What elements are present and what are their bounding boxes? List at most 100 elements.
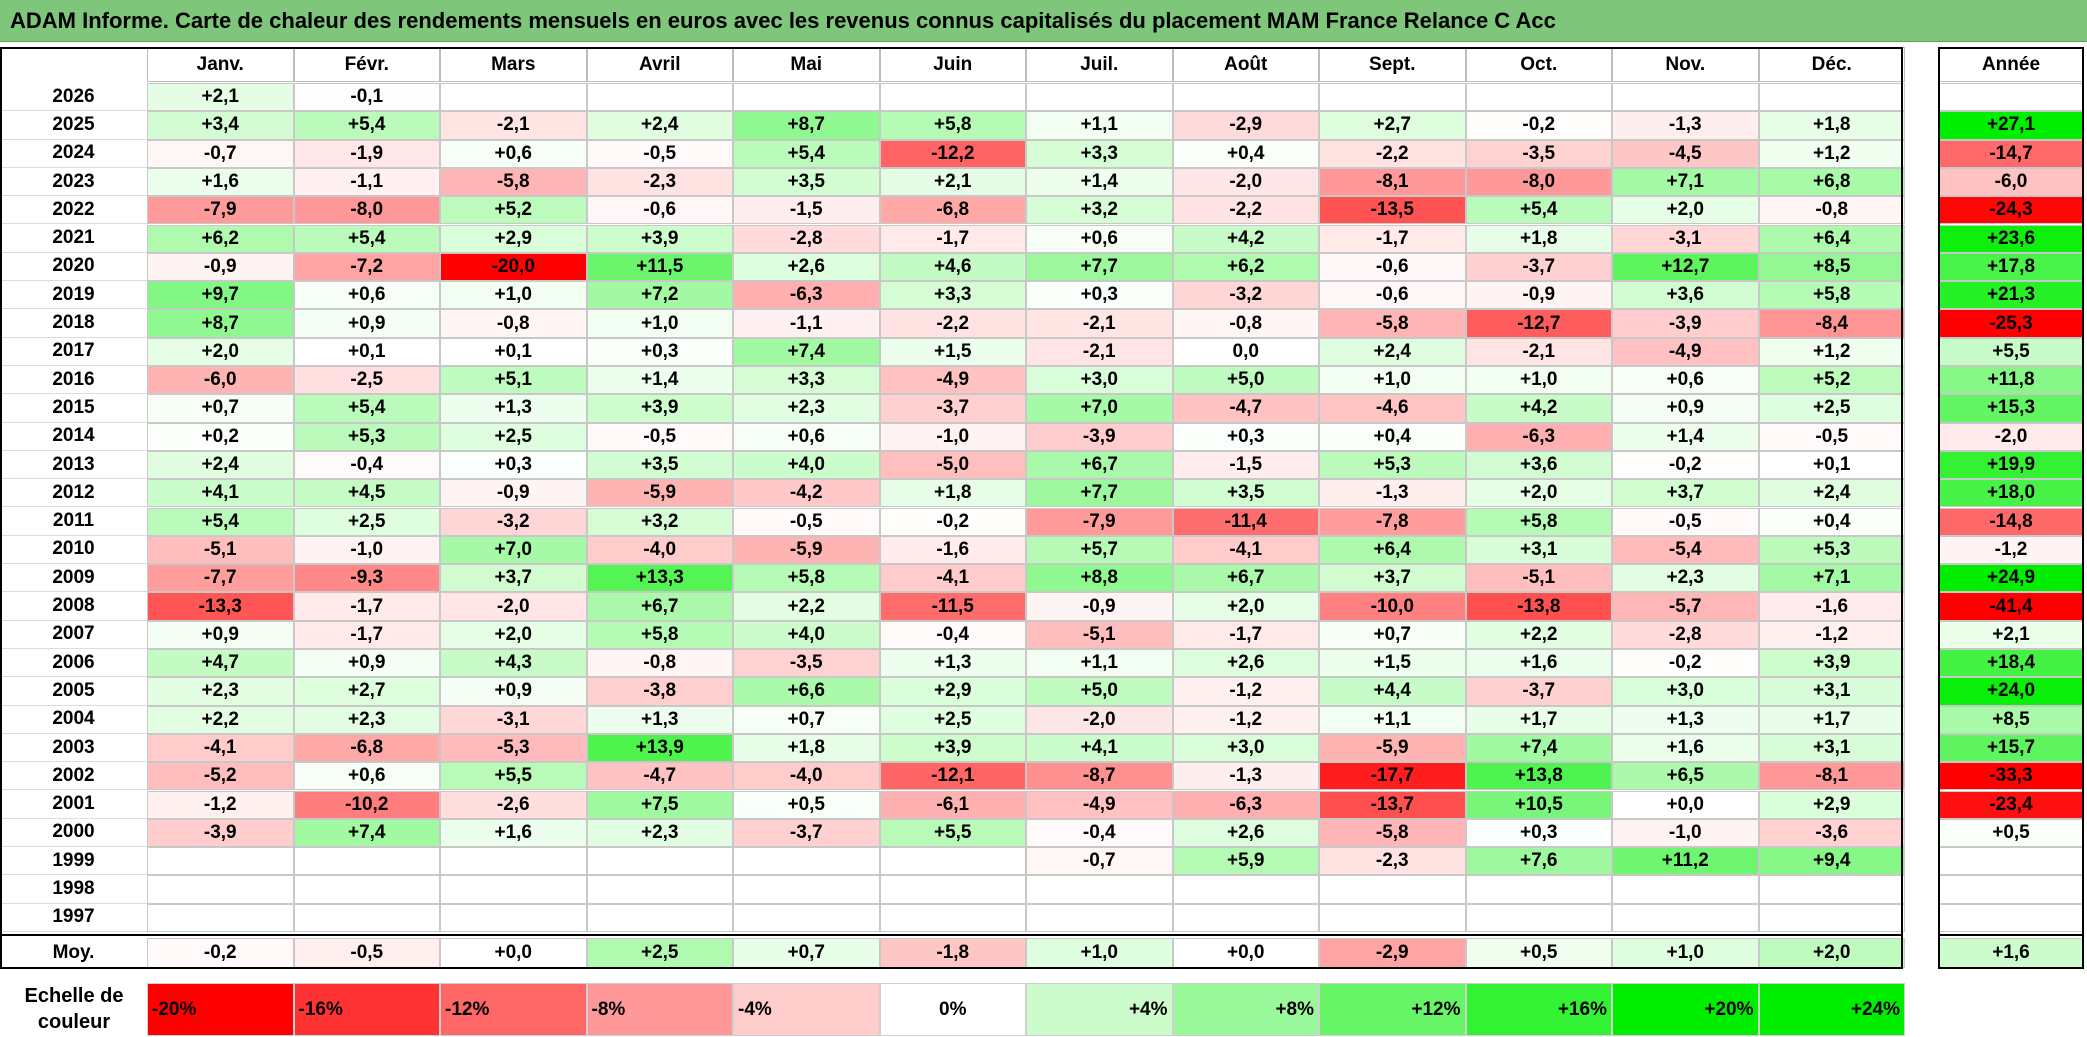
heatmap-cell: -0,9 xyxy=(1465,281,1612,310)
year-label: 2006 xyxy=(0,649,147,678)
annual-header: Année xyxy=(1938,47,2084,82)
heatmap-cell: -2,0 xyxy=(1172,167,1319,197)
heatmap-cell: +2,6 xyxy=(1172,818,1319,848)
heatmap-cell: -3,5 xyxy=(1465,139,1612,168)
heatmap-cell: -1,0 xyxy=(879,422,1026,451)
heatmap-cell: +5,5 xyxy=(879,818,1026,848)
heatmap-cell: -1,7 xyxy=(293,592,440,621)
heatmap-cell: +1,7 xyxy=(1758,705,1905,734)
heatmap-cell: -8,0 xyxy=(293,196,440,225)
heatmap-cell: +6,7 xyxy=(586,592,733,621)
heatmap-cell: +2,0 xyxy=(1172,592,1319,621)
heatmap-cell: -2,3 xyxy=(1319,847,1466,876)
heatmap-cell: +4,3 xyxy=(440,649,587,678)
heatmap-cell: -1,6 xyxy=(879,535,1026,565)
heatmap-cell: +1,5 xyxy=(1319,649,1466,678)
heatmap-cell: +5,8 xyxy=(1758,281,1905,310)
heatmap-cell xyxy=(1172,875,1319,904)
heatmap-cell: +2,5 xyxy=(293,507,440,536)
heatmap-cell: +3,0 xyxy=(1026,366,1173,395)
month-header: Sept. xyxy=(1319,47,1466,82)
heatmap-cell: -1,0 xyxy=(293,535,440,565)
month-header: Févr. xyxy=(293,47,440,82)
heatmap-cell: +3,6 xyxy=(1612,281,1759,310)
heatmap-cell: +5,2 xyxy=(1758,366,1905,395)
year-label: 2007 xyxy=(0,620,147,649)
heatmap-cell: -13,5 xyxy=(1319,196,1466,225)
heatmap-cell: -4,9 xyxy=(1026,790,1173,819)
heatmap-cell xyxy=(1319,83,1466,112)
annual-cell: +18,4 xyxy=(1938,649,2084,678)
year-label: 2020 xyxy=(0,252,147,282)
heatmap-cell: -11,5 xyxy=(879,592,1026,621)
heatmap-cell: +7,0 xyxy=(440,535,587,565)
heatmap-cell: +1,8 xyxy=(1465,224,1612,253)
heatmap-cell: -3,1 xyxy=(1612,224,1759,253)
heatmap-cell: -1,7 xyxy=(879,224,1026,253)
annual-cell: +15,3 xyxy=(1938,394,2084,423)
heatmap-cell: +2,6 xyxy=(1172,649,1319,678)
heatmap-cell: -2,1 xyxy=(1465,337,1612,366)
heatmap-cell: -2,3 xyxy=(586,167,733,197)
heatmap-cell xyxy=(1026,903,1173,932)
heatmap-cell: -0,2 xyxy=(1612,649,1759,678)
month-header: Déc. xyxy=(1758,47,1905,82)
heatmap-cell: +7,6 xyxy=(1465,847,1612,876)
heatmap-cell: +0,9 xyxy=(147,620,294,649)
heatmap-cell: -13,7 xyxy=(1319,790,1466,819)
heatmap-cell xyxy=(1319,875,1466,904)
annual-cell: -23,4 xyxy=(1938,790,2084,819)
heatmap-cell: +3,3 xyxy=(1026,139,1173,168)
heatmap-cell: -0,7 xyxy=(147,139,294,168)
heatmap-cell: -3,8 xyxy=(586,677,733,706)
annual-cell: -14,8 xyxy=(1938,507,2084,536)
heatmap-cell: +1,6 xyxy=(440,818,587,848)
heatmap-cell: -0,6 xyxy=(1319,281,1466,310)
heatmap-cell: -3,9 xyxy=(147,818,294,848)
color-scale-swatch: +20% xyxy=(1612,983,1759,1036)
heatmap-cell: -1,7 xyxy=(1172,620,1319,649)
heatmap-cell xyxy=(1612,83,1759,112)
heatmap-cell: +2,4 xyxy=(586,111,733,140)
heatmap-cell: +3,1 xyxy=(1465,535,1612,565)
heatmap-cell: +2,9 xyxy=(1758,790,1905,819)
heatmap-cell: +1,0 xyxy=(1465,366,1612,395)
heatmap-cell: -0,4 xyxy=(293,450,440,480)
heatmap-cell: +1,6 xyxy=(1465,649,1612,678)
heatmap-cell: -5,1 xyxy=(1465,564,1612,593)
heatmap-cell: +1,1 xyxy=(1319,705,1466,734)
annual-cell: -6,0 xyxy=(1938,167,2084,197)
heatmap-cell xyxy=(733,875,880,904)
heatmap-cell xyxy=(147,875,294,904)
year-label: 1997 xyxy=(0,903,147,932)
heatmap-cell: +3,1 xyxy=(1758,733,1905,763)
heatmap-cell: -0,9 xyxy=(147,252,294,282)
heatmap-cell: +5,4 xyxy=(147,507,294,536)
month-header: Août xyxy=(1172,47,1319,82)
heatmap-cell: -2,5 xyxy=(293,366,440,395)
year-label: 2021 xyxy=(0,224,147,253)
annual-cell: -14,7 xyxy=(1938,139,2084,168)
heatmap-cell: +2,2 xyxy=(733,592,880,621)
heatmap-cell: +4,7 xyxy=(147,649,294,678)
heatmap-cell xyxy=(440,903,587,932)
heatmap-cell: -0,8 xyxy=(1758,196,1905,225)
chart-title: ADAM Informe. Carte de chaleur des rende… xyxy=(0,0,2087,42)
month-header: Mars xyxy=(440,47,587,82)
heatmap-cell: +1,4 xyxy=(586,366,733,395)
heatmap-cell: -12,1 xyxy=(879,762,1026,791)
average-cell: +0,7 xyxy=(733,938,880,968)
heatmap-cell xyxy=(1026,875,1173,904)
heatmap-cell xyxy=(293,847,440,876)
year-label: 2001 xyxy=(0,790,147,819)
heatmap-cell: -7,7 xyxy=(147,564,294,593)
heatmap-cell: +2,6 xyxy=(733,252,880,282)
heatmap-cell: +3,0 xyxy=(1612,677,1759,706)
heatmap-cell: +3,1 xyxy=(1758,677,1905,706)
heatmap-cell: -6,1 xyxy=(879,790,1026,819)
year-label: 2000 xyxy=(0,818,147,848)
heatmap-cell: +3,9 xyxy=(586,224,733,253)
heatmap-cell: +3,5 xyxy=(586,450,733,480)
heatmap-cell: -3,6 xyxy=(1758,818,1905,848)
heatmap-cell: +2,0 xyxy=(1612,196,1759,225)
